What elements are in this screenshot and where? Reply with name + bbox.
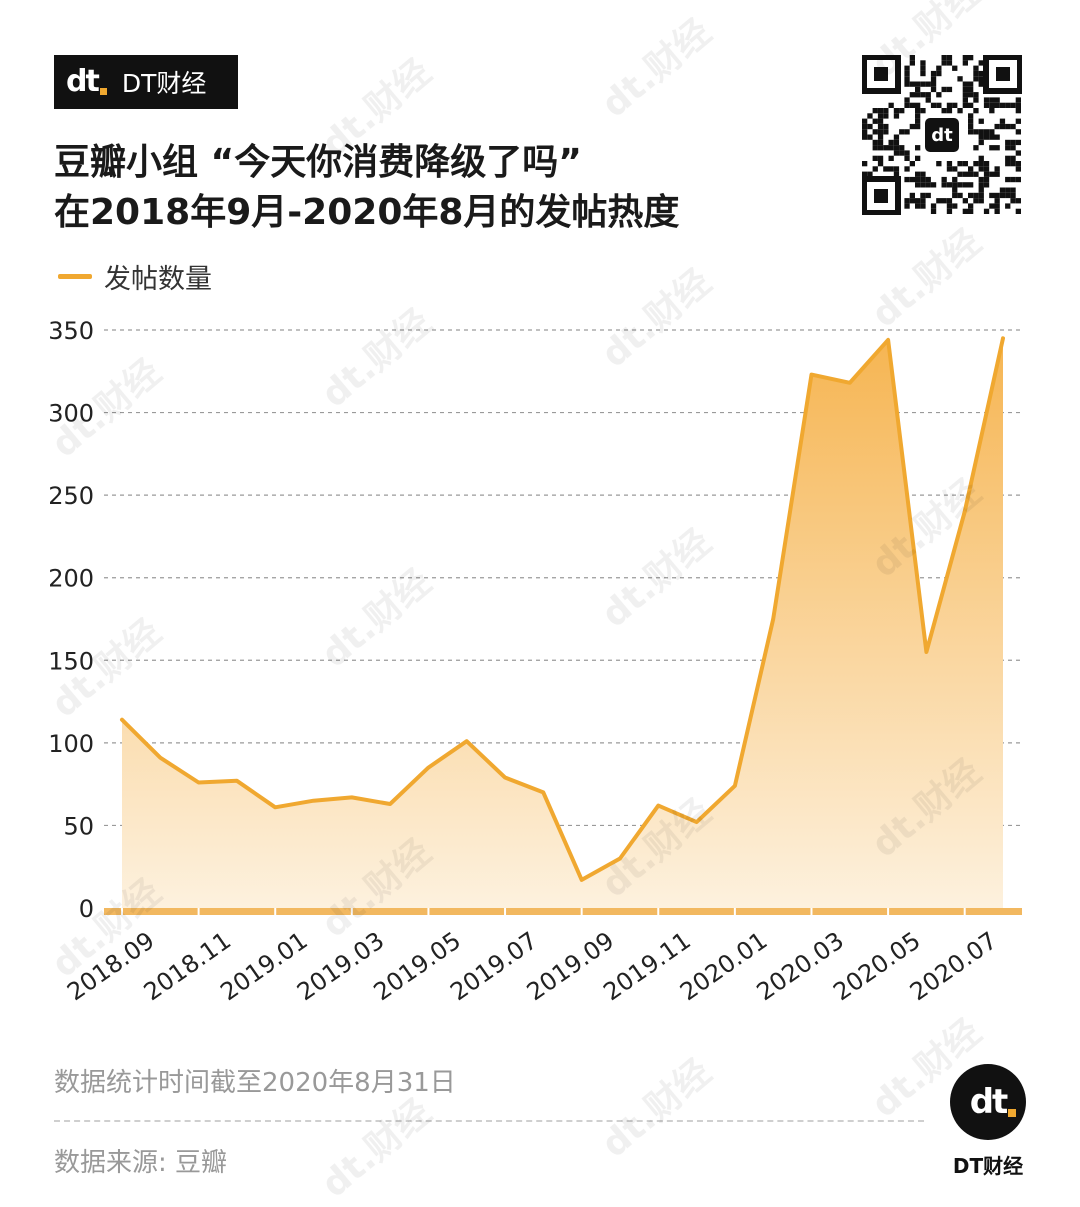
watermark: dt.财经 bbox=[594, 1051, 720, 1166]
x-tick-label: 2019.07 bbox=[445, 926, 542, 1006]
legend-swatch bbox=[58, 273, 92, 279]
legend-label: 发帖数量 bbox=[104, 263, 212, 295]
x-tick-label: 2020.07 bbox=[905, 926, 1002, 1006]
x-tick-label: 2019.09 bbox=[522, 926, 619, 1006]
logo-caption: DT财经 bbox=[952, 1154, 1024, 1178]
y-tick-label: 0 bbox=[79, 895, 94, 923]
watermark: dt.财经 bbox=[594, 11, 720, 126]
footer-divider bbox=[54, 1120, 924, 1122]
x-axis-ticks: 2018.092018.112019.012019.032019.052019.… bbox=[62, 908, 1002, 1006]
watermark: dt.财经 bbox=[314, 1091, 440, 1206]
dt-logo-icon: dt bbox=[66, 67, 107, 97]
y-tick-label: 200 bbox=[48, 565, 94, 593]
x-tick-label: 2019.05 bbox=[369, 926, 466, 1006]
brand-name: DT财经 bbox=[121, 69, 207, 98]
series-line bbox=[120, 336, 1005, 882]
chart-legend: 发帖数量 bbox=[58, 256, 212, 296]
x-tick-label: 2020.05 bbox=[828, 926, 925, 1006]
y-tick-label: 300 bbox=[48, 400, 94, 428]
x-tick-label: 2020.03 bbox=[752, 926, 849, 1006]
x-tick-label: 2018.09 bbox=[62, 926, 159, 1006]
qr-code-icon: dt bbox=[862, 55, 1022, 215]
chart-title-line2: 在2018年9月-2020年8月的发帖热度 bbox=[54, 192, 680, 233]
brand-tag: dt DT财经 bbox=[54, 55, 238, 109]
y-axis-ticks: 0 50 100 150 200 250 300 350 bbox=[48, 317, 94, 923]
y-tick-label: 150 bbox=[48, 647, 94, 675]
x-tick-label: 2019.11 bbox=[598, 926, 695, 1006]
y-tick-label: 50 bbox=[63, 812, 94, 840]
data-cutoff-note: 数据统计时间截至2020年8月31日 bbox=[54, 1068, 456, 1098]
x-axis-band bbox=[104, 908, 1022, 915]
area-fill bbox=[122, 338, 1003, 908]
svg-text:dt: dt bbox=[931, 125, 953, 146]
x-tick-label: 2019.03 bbox=[292, 926, 389, 1006]
data-source: 数据来源: 豆瓣 bbox=[54, 1148, 228, 1178]
y-tick-label: 100 bbox=[48, 730, 94, 758]
chart-title: 豆瓣小组 “今天你消费降级了吗” 在2018年9月-2020年8月的发帖热度 bbox=[54, 138, 679, 238]
chart-title-line1: 豆瓣小组 “今天你消费降级了吗” bbox=[54, 142, 582, 183]
x-tick-label: 2018.11 bbox=[139, 926, 236, 1006]
x-tick-label: 2020.01 bbox=[675, 926, 772, 1006]
y-tick-label: 250 bbox=[48, 482, 94, 510]
x-tick-label: 2019.01 bbox=[215, 926, 312, 1006]
y-tick-label: 350 bbox=[48, 317, 94, 345]
round-logo-icon: dt bbox=[950, 1064, 1026, 1140]
